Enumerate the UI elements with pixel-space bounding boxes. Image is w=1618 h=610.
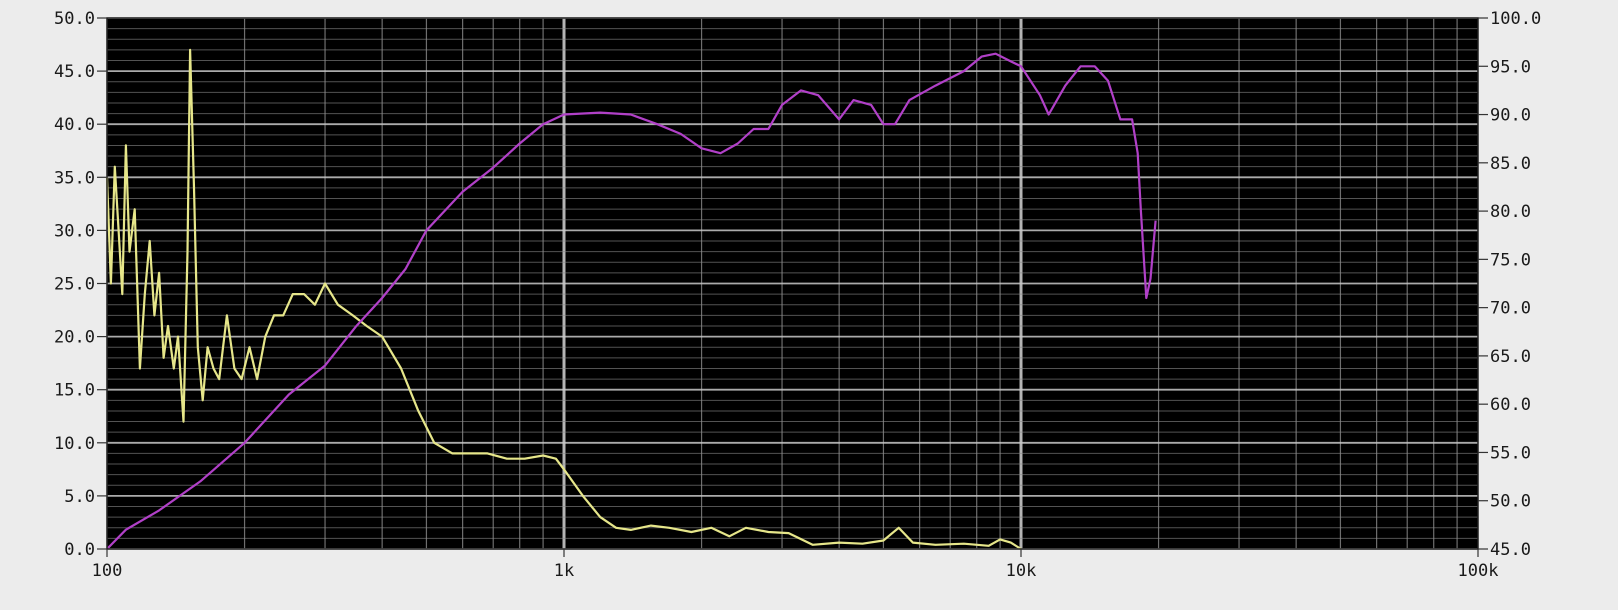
x-tick-label: 100k [1458,561,1499,581]
y-left-tick-label: 45.0 [54,62,95,82]
x-tick-label: 1k [554,561,574,581]
axes: 0.0 5.0 10.0 15.0 20.0 25.0 30.0 35.0 40.0 45.0 50… [54,9,1541,581]
y-right-tick-label: 50.0 [1490,492,1531,512]
y-left-tick-label: 20.0 [54,328,95,348]
magenta-series-line [106,52,1157,550]
y-right-tick-label: 45.0 [1490,540,1531,560]
y-right-tick-label: 75.0 [1490,250,1531,270]
y-right-tick-label: 95.0 [1490,57,1531,77]
y-left-tick-label: 25.0 [54,275,95,295]
y-right-tick-label: 55.0 [1490,443,1531,463]
y-left-tick-label: 15.0 [54,381,95,401]
y-left-tick-label: 40.0 [54,115,95,135]
series [105,48,1157,550]
x-tick-label: 10k [1006,561,1037,581]
x-tick-label: 100 [92,561,123,581]
y-left-tick-label: 30.0 [54,221,95,241]
y-left-tick-label: 5.0 [64,487,95,507]
y-right-tick-label: 65.0 [1490,347,1531,367]
y-left-tick-label: 50.0 [54,9,95,29]
y-right-tick-label: 85.0 [1490,154,1531,174]
y-left-tick-label: 10.0 [54,434,95,454]
y-left-tick-label: 0.0 [64,540,95,560]
y-right-tick-label: 100.0 [1490,9,1541,29]
y-left-tick-label: 35.0 [54,168,95,188]
y-right-tick-label: 80.0 [1490,202,1531,222]
y-right-tick-label: 90.0 [1490,106,1531,126]
y-right-tick-label: 70.0 [1490,299,1531,319]
yellow-series-line [105,48,1022,550]
y-right-tick-label: 60.0 [1490,395,1531,415]
